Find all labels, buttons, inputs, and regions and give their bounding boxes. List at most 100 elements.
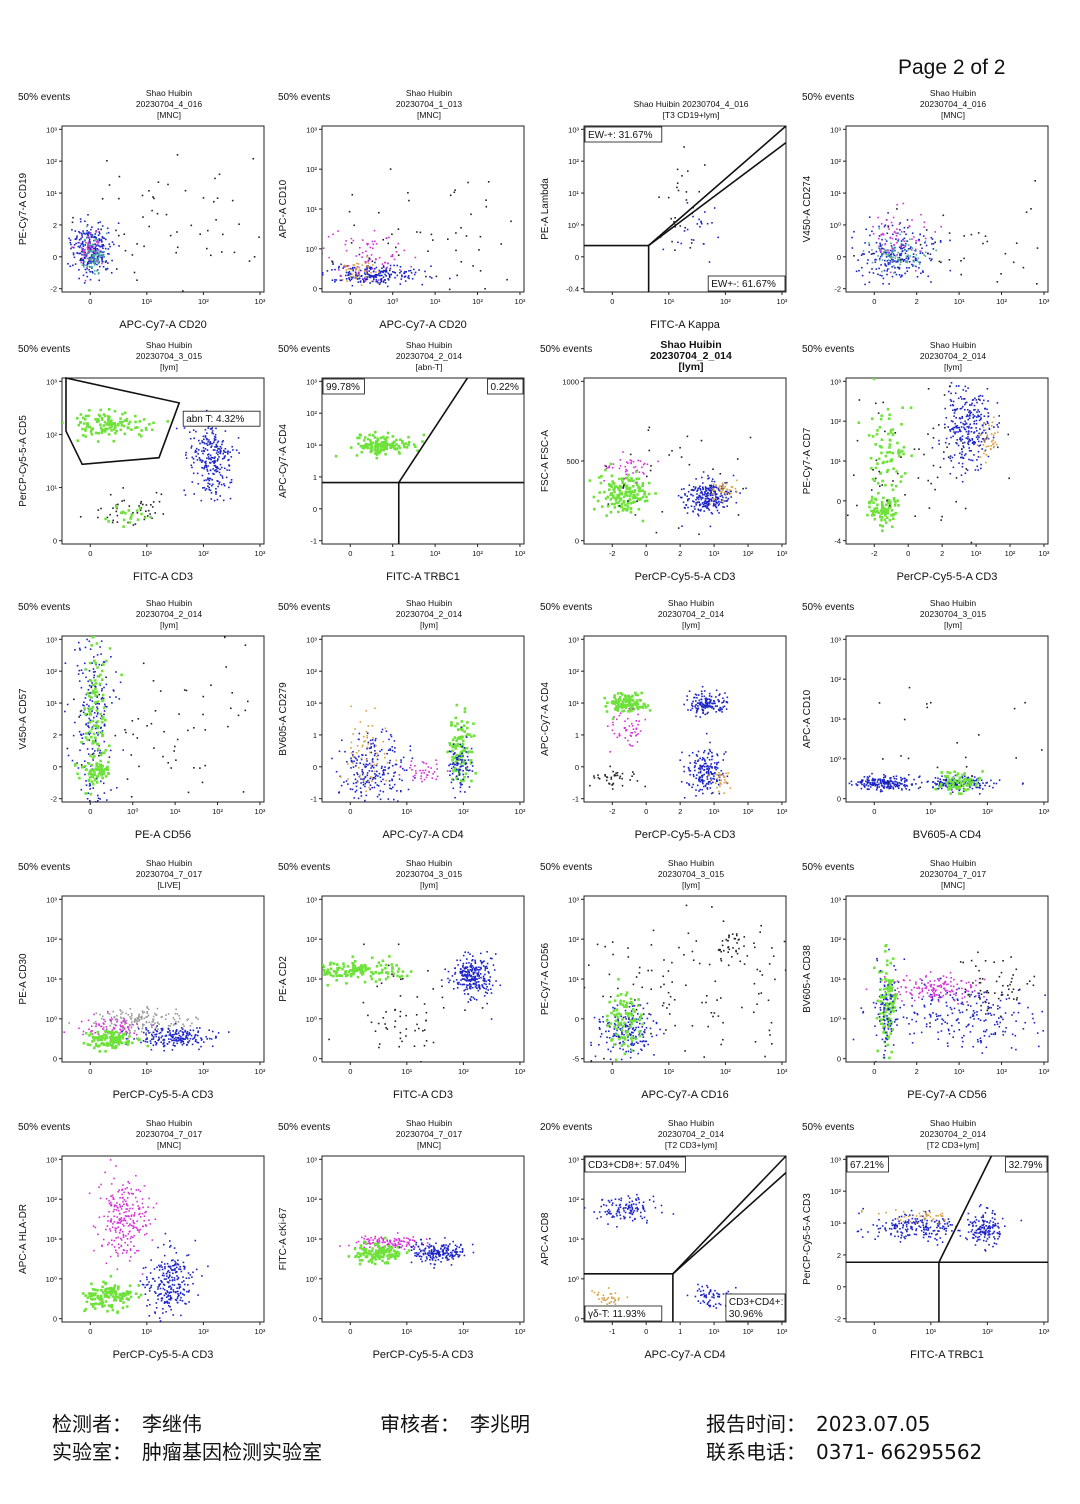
event-dot — [95, 762, 98, 765]
event-dot — [713, 207, 716, 209]
event-dot — [908, 774, 910, 776]
event-dot — [707, 769, 710, 771]
event-dot — [886, 499, 888, 502]
event-dot — [370, 442, 373, 446]
event-dot — [335, 279, 337, 281]
event-dot — [451, 759, 454, 762]
event-dot — [710, 763, 712, 765]
event-dot — [686, 228, 689, 231]
event-dot — [391, 749, 394, 752]
event-dot — [91, 775, 94, 779]
plot-header-line: 20230704_3_015 — [920, 609, 986, 619]
plot-header-line: Shao Huibin — [146, 340, 193, 350]
event-dot — [78, 230, 80, 233]
event-dot — [91, 682, 93, 684]
event-dot — [711, 512, 714, 515]
event-dot — [913, 236, 915, 238]
event-dot — [887, 502, 890, 505]
event-dot — [382, 770, 384, 772]
event-dot — [709, 503, 711, 505]
event-dot — [86, 738, 89, 741]
event-dot — [118, 234, 120, 237]
event-dot — [708, 759, 711, 761]
event-dot — [639, 497, 643, 500]
event-dot — [466, 769, 468, 771]
event-dot — [632, 493, 635, 497]
event-dot — [339, 776, 342, 778]
event-dot — [960, 260, 962, 262]
event-dot — [350, 276, 353, 279]
event-dot — [624, 696, 627, 699]
event-dot — [140, 500, 142, 503]
event-dot — [873, 517, 877, 521]
event-dot — [354, 728, 356, 730]
event-dot — [609, 498, 613, 501]
event-dot — [964, 472, 967, 474]
event-dot — [884, 514, 887, 517]
event-dot — [373, 745, 376, 748]
event-dot — [83, 264, 85, 266]
event-dot — [943, 451, 945, 453]
event-dot — [901, 778, 904, 780]
event-dots — [62, 154, 260, 292]
event-dot — [924, 255, 927, 257]
event-dot — [87, 236, 90, 238]
event-dot — [231, 199, 234, 202]
event-dot — [607, 725, 609, 727]
event-dot — [101, 678, 104, 681]
plot-frame — [321, 377, 525, 545]
event-dot — [356, 745, 359, 747]
event-dot — [372, 761, 375, 764]
event-dot — [208, 486, 210, 489]
event-dot — [84, 773, 86, 776]
event-dot — [84, 238, 86, 241]
event-dot — [928, 257, 931, 260]
event-dot — [214, 433, 217, 436]
event-dot — [962, 445, 965, 447]
plot-panel-9: 50% events Shao Huibin20230704_2_014[lym]… — [18, 598, 266, 841]
event-dot — [715, 486, 717, 488]
event-dot — [356, 759, 358, 761]
event-dot — [377, 279, 380, 281]
event-dot — [167, 183, 169, 186]
event-dot — [361, 446, 365, 449]
event-dot — [707, 711, 709, 714]
event-dot — [889, 236, 892, 239]
event-dot — [77, 673, 80, 675]
event-dot — [695, 502, 697, 504]
event-dot — [359, 787, 362, 789]
event-dot — [345, 249, 348, 252]
event-dot — [88, 425, 92, 429]
event-dot — [967, 433, 970, 435]
event-dot — [899, 480, 903, 483]
event-dot — [237, 437, 240, 439]
event-dot — [614, 774, 617, 777]
event-dot — [96, 255, 99, 258]
event-dot — [451, 755, 454, 759]
event-dot — [645, 499, 649, 502]
event-dot — [350, 759, 353, 762]
event-dot — [102, 770, 105, 774]
event-dot — [97, 509, 100, 511]
event-dot — [453, 736, 457, 739]
event-dot — [680, 488, 683, 491]
event-dot — [89, 256, 92, 259]
event-dot — [701, 781, 704, 784]
y-tick-label: 10² — [46, 667, 57, 676]
event-dot — [91, 628, 94, 631]
event-dot — [398, 778, 401, 780]
event-dot — [704, 503, 706, 505]
event-dot — [125, 633, 127, 635]
y-tick-label: 10³ — [306, 125, 317, 134]
y-tick-label: 1 — [313, 731, 317, 740]
event-dot — [413, 268, 415, 271]
event-dot — [200, 499, 203, 502]
event-dot — [953, 431, 955, 433]
event-dot — [113, 690, 115, 692]
event-dot — [905, 242, 907, 245]
event-dot — [898, 266, 900, 269]
event-dot — [118, 420, 122, 424]
event-dot — [960, 440, 962, 442]
event-dot — [688, 784, 691, 786]
event-dot — [116, 514, 119, 517]
